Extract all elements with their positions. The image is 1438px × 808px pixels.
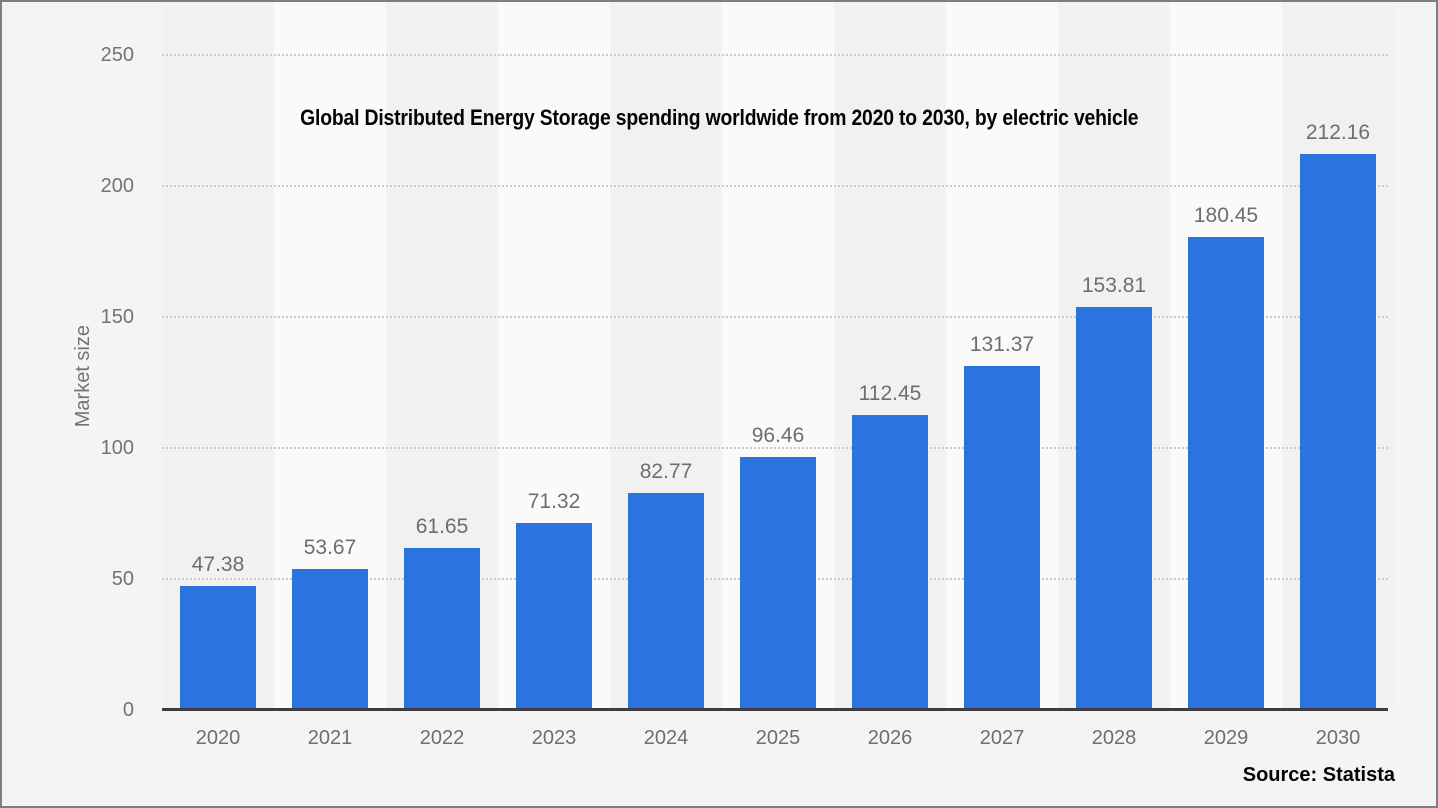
bar (1300, 154, 1376, 710)
x-tick-label: 2027 (979, 727, 1025, 749)
x-tick-label: 2020 (195, 727, 241, 749)
gridline (162, 316, 1388, 318)
x-tick-label: 2021 (307, 727, 353, 749)
bar (516, 523, 592, 710)
bar (628, 493, 704, 710)
bar-value-label: 112.45 (858, 382, 922, 406)
bar (292, 569, 368, 710)
y-tick-label: 200 (100, 175, 134, 197)
bar-value-label: 47.38 (191, 552, 245, 576)
x-tick-label: 2030 (1315, 727, 1361, 749)
gridline (162, 447, 1388, 449)
bar-value-label: 212.16 (1305, 121, 1371, 145)
bar-value-label: 153.81 (1081, 274, 1147, 298)
bar-value-label: 53.67 (303, 536, 357, 560)
bar (180, 585, 256, 710)
x-tick-label: 2025 (755, 727, 801, 749)
bar (964, 365, 1040, 710)
x-tick-label: 2029 (1203, 727, 1249, 749)
gridline (162, 54, 1388, 56)
x-tick-label: 2023 (531, 727, 577, 749)
x-axis-line (162, 708, 1388, 711)
y-tick-label: 250 (100, 44, 134, 66)
y-tick-label: 100 (100, 437, 134, 459)
bar (1188, 237, 1264, 710)
bar (404, 548, 480, 710)
y-tick-label: 150 (100, 306, 134, 328)
y-tick-label: 50 (111, 568, 134, 590)
bar-value-label: 82.77 (639, 460, 693, 484)
bar (740, 457, 816, 710)
source-label: Source: Statista (1242, 764, 1395, 786)
x-tick-label: 2022 (419, 727, 465, 749)
bar-value-label: 131.37 (969, 332, 1035, 356)
gridline (162, 185, 1388, 187)
x-tick-label: 2026 (867, 727, 913, 749)
bar-value-label: 96.46 (751, 424, 805, 448)
y-axis-title: Market size (72, 325, 94, 428)
chart-title-wrap: Global Distributed Energy Storage spendi… (2, 105, 1436, 131)
chart-title: Global Distributed Energy Storage spendi… (299, 105, 1139, 130)
x-tick-label: 2028 (1091, 727, 1137, 749)
bar-value-label: 71.32 (527, 490, 581, 514)
bar-value-label: 61.65 (415, 515, 469, 539)
bar-value-label: 180.45 (1193, 204, 1259, 228)
x-tick-label: 2024 (643, 727, 689, 749)
y-tick-label: 0 (122, 699, 134, 721)
bar (852, 415, 928, 710)
bar (1076, 307, 1152, 710)
